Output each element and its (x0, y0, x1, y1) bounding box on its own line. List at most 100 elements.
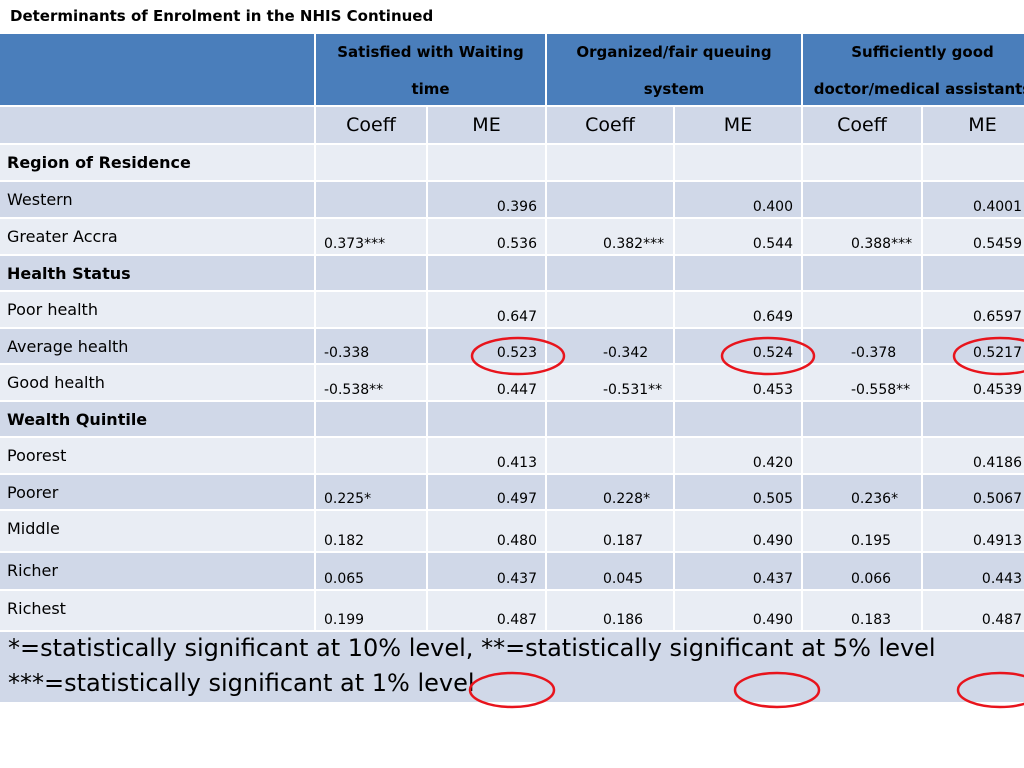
empty-cell (803, 256, 923, 292)
row-label: Good health (0, 365, 316, 402)
empty-cell (803, 402, 923, 438)
cell-value: 0.443 (923, 553, 1024, 591)
empty-cell (547, 256, 675, 292)
row-label: Western (0, 182, 316, 219)
sub-header: Coeff (547, 107, 675, 145)
highlight-ellipse (733, 671, 821, 709)
cell-value: 0.4001 (923, 182, 1024, 219)
cell-value: -0.338 (316, 329, 428, 365)
group-header-line: Sufficiently good (851, 43, 994, 61)
cell-value: 0.649 (675, 292, 803, 329)
footnote: *=statistically significant at 10% level… (8, 634, 936, 662)
cell-value: 0.647 (428, 292, 547, 329)
sub-header: ME (428, 107, 547, 145)
cell-value: 0.487 (923, 591, 1024, 632)
cell-value: 0.480 (428, 511, 547, 553)
cell-value: 0.490 (675, 591, 803, 632)
empty-cell (316, 182, 428, 219)
cell-value: 0.225* (316, 475, 428, 511)
empty-cell (923, 256, 1024, 292)
cell-value: -0.531** (547, 365, 675, 402)
group-header-line: time (411, 80, 450, 98)
empty-cell (428, 145, 547, 182)
cell-value: 0.544 (675, 219, 803, 256)
group-header-line: system (643, 80, 705, 98)
row-label: Poor health (0, 292, 316, 329)
cell-value: -0.342 (547, 329, 675, 365)
row-label: Poorest (0, 438, 316, 475)
cell-value: 0.199 (316, 591, 428, 632)
empty-cell (803, 145, 923, 182)
highlight-ellipse (720, 336, 816, 376)
cell-value: -0.378 (803, 329, 923, 365)
empty-cell (316, 402, 428, 438)
cell-value: 0.420 (675, 438, 803, 475)
cell-value: 0.066 (803, 553, 923, 591)
highlight-ellipse (468, 671, 556, 709)
group-header: Sufficiently good doctor/medical assistan… (803, 34, 1024, 107)
row-label: Greater Accra (0, 219, 316, 256)
sub-header: Coeff (803, 107, 923, 145)
empty-cell (923, 402, 1024, 438)
cell-value: 0.195 (803, 511, 923, 553)
cell-value: 0.4186 (923, 438, 1024, 475)
empty-cell (316, 145, 428, 182)
empty-cell (428, 402, 547, 438)
cell-value: 0.437 (428, 553, 547, 591)
empty-cell (803, 438, 923, 475)
cell-value: -0.558** (803, 365, 923, 402)
highlight-ellipse (470, 336, 566, 376)
empty-cell (428, 256, 547, 292)
empty-cell (675, 145, 803, 182)
cell-value: 0.5217 (923, 329, 1024, 365)
header-cell (0, 107, 316, 145)
cell-value: 0.065 (316, 553, 428, 591)
cell-value: 0.6597 (923, 292, 1024, 329)
empty-cell (316, 256, 428, 292)
footnote-band (0, 632, 1024, 702)
row-label: Wealth Quintile (0, 402, 316, 438)
highlight-ellipse (952, 336, 1024, 376)
empty-cell (547, 438, 675, 475)
cell-value: 0.497 (428, 475, 547, 511)
highlight-ellipse (956, 671, 1024, 709)
row-label: Poorer (0, 475, 316, 511)
group-header-line: doctor/medical assistants (813, 80, 1024, 98)
cell-value: 0.388*** (803, 219, 923, 256)
cell-value: 0.4913 (923, 511, 1024, 553)
empty-cell (803, 292, 923, 329)
cell-value: 0.183 (803, 591, 923, 632)
empty-cell (547, 402, 675, 438)
cell-value: 0.382*** (547, 219, 675, 256)
cell-value: 0.236* (803, 475, 923, 511)
cell-value: 0.400 (675, 182, 803, 219)
cell-value: 0.5067 (923, 475, 1024, 511)
cell-value: 0.536 (428, 219, 547, 256)
cell-value: 0.396 (428, 182, 547, 219)
cell-value: 0.045 (547, 553, 675, 591)
empty-cell (547, 145, 675, 182)
cell-value: 0.413 (428, 438, 547, 475)
empty-cell (547, 292, 675, 329)
cell-value: 0.228* (547, 475, 675, 511)
empty-cell (547, 182, 675, 219)
cell-value: 0.186 (547, 591, 675, 632)
cell-value: 0.490 (675, 511, 803, 553)
row-label: Health Status (0, 256, 316, 292)
empty-cell (316, 438, 428, 475)
group-header: Satisfied with Waiting time (316, 34, 547, 107)
empty-cell (803, 182, 923, 219)
cell-value: 0.182 (316, 511, 428, 553)
cell-value: -0.538** (316, 365, 428, 402)
cell-value: 0.487 (428, 591, 547, 632)
sub-header: Coeff (316, 107, 428, 145)
empty-cell (675, 256, 803, 292)
cell-value: 0.523 (428, 329, 547, 365)
group-header: Organized/fair queuing system (547, 34, 803, 107)
footnote: ***=statistically significant at 1% leve… (8, 669, 475, 697)
empty-cell (923, 145, 1024, 182)
row-label: Average health (0, 329, 316, 365)
cell-value: 0.373*** (316, 219, 428, 256)
